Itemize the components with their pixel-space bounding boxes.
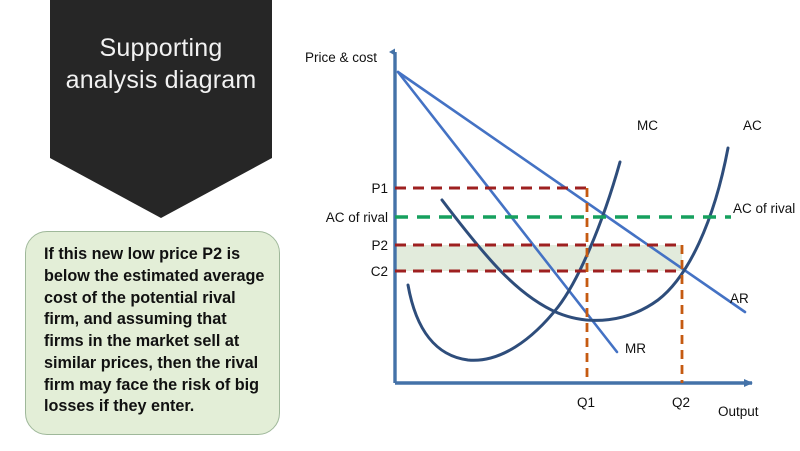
curve-label-ac: AC: [743, 118, 762, 133]
x-axis-label: Output: [718, 404, 759, 419]
tick-label-c2: C2: [370, 264, 388, 279]
economics-diagram: Price & cost Output P1 AC of rival P2 C2…: [290, 0, 800, 451]
page-title: Supporting analysis diagram: [65, 34, 257, 94]
y-axis-label: Price & cost: [305, 50, 378, 65]
diagram-svg: [389, 48, 753, 387]
tick-label-ac-of-rival: AC of rival: [325, 210, 388, 225]
shaded-profit-region: [395, 245, 682, 271]
tick-label-p2: P2: [371, 238, 388, 253]
tick-label-q1: Q1: [577, 395, 596, 410]
mc-curve: [406, 160, 622, 362]
curve-label-ar: AR: [730, 291, 749, 306]
curve-label-mr: MR: [625, 341, 646, 356]
mr-curve: [396, 70, 619, 354]
explanation-note-box: If this new low price P2 is below the es…: [25, 231, 280, 435]
ar-curve: [396, 70, 747, 314]
curve-label-ac-of-rival: AC of rival: [733, 201, 796, 216]
ac-curve: [440, 146, 730, 322]
title-banner: Supporting analysis diagram: [50, 0, 272, 218]
tick-label-p1: P1: [371, 181, 388, 196]
curve-label-mc: MC: [637, 118, 658, 133]
tick-label-q2: Q2: [672, 395, 691, 410]
explanation-note-text: If this new low price P2 is below the es…: [44, 245, 265, 416]
